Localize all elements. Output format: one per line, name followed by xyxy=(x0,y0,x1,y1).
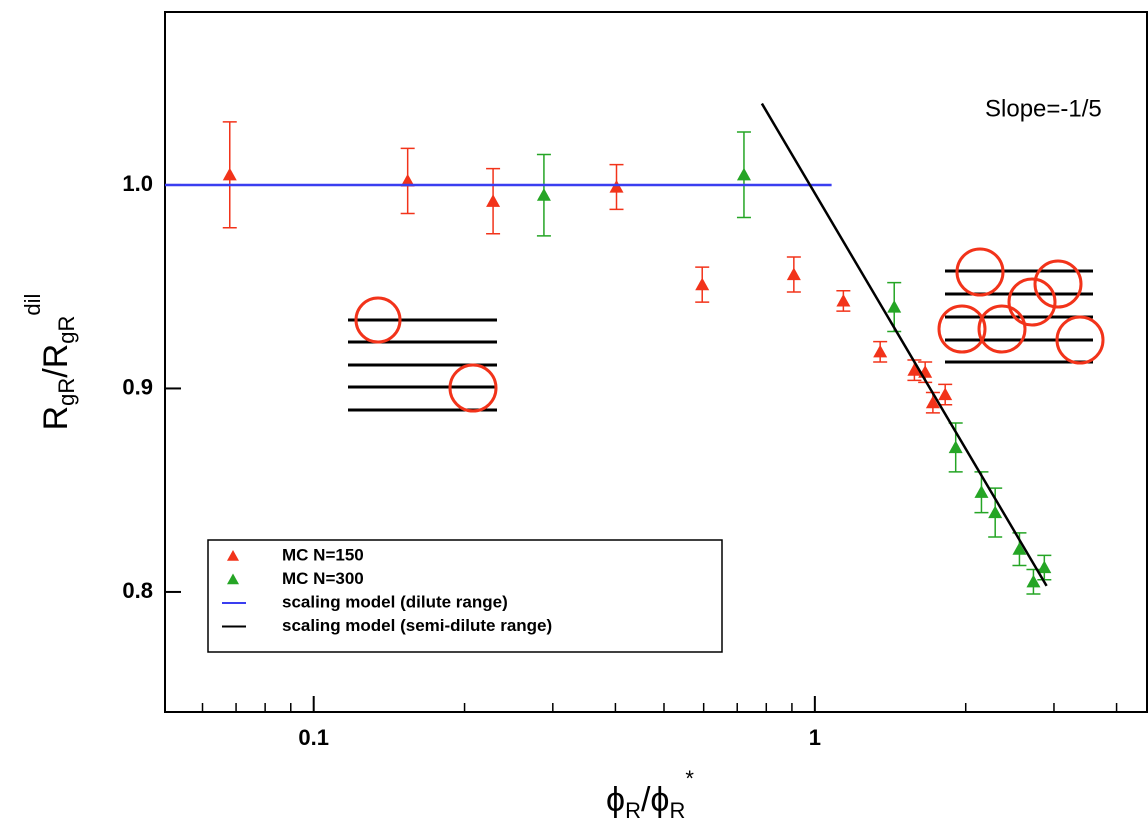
y-tick-label: 1.0 xyxy=(122,171,153,196)
marker xyxy=(222,167,237,181)
label-part: /R xyxy=(37,344,75,378)
label-part: gR xyxy=(54,316,79,344)
marker xyxy=(1026,574,1041,588)
y-tick-label: 0.8 xyxy=(122,578,153,603)
label-part: gR xyxy=(54,378,79,406)
legend-label: scaling model (semi-dilute range) xyxy=(282,616,552,635)
plot-frame xyxy=(164,11,1148,713)
x-axis-label: ϕR/ϕR* xyxy=(606,766,694,823)
x-tick-label: 1 xyxy=(809,725,821,750)
marker xyxy=(1012,542,1027,555)
legend-box xyxy=(207,539,723,653)
marker xyxy=(695,277,710,291)
marker xyxy=(974,485,989,498)
label-part: dil xyxy=(20,294,45,316)
y-axis-label: RgR/RgR dil xyxy=(20,294,79,431)
label-part: R xyxy=(625,798,641,823)
marker xyxy=(887,300,902,313)
marker xyxy=(609,180,624,193)
marker xyxy=(486,194,501,207)
annotation: Slope=-1/5 xyxy=(985,95,1102,122)
marker xyxy=(907,363,922,376)
marker xyxy=(988,505,1003,519)
marker xyxy=(873,344,888,358)
marker xyxy=(400,173,415,187)
legend-label: MC N=150 xyxy=(282,545,364,564)
y-tick-label: 0.9 xyxy=(122,374,153,399)
legend-marker xyxy=(227,573,239,585)
marker xyxy=(536,188,551,201)
x-tick-label: 0.1 xyxy=(298,725,329,750)
legend-label: scaling model (dilute range) xyxy=(282,592,508,611)
label-part: ϕ xyxy=(606,781,625,819)
legend-label: MC N=300 xyxy=(282,569,364,588)
marker xyxy=(736,167,751,181)
illustration-left xyxy=(348,296,498,413)
marker xyxy=(948,440,963,454)
marker xyxy=(1037,560,1052,574)
marker xyxy=(938,387,953,401)
marker xyxy=(925,395,940,409)
model-line xyxy=(760,102,1048,587)
legend-marker xyxy=(227,550,239,561)
label-part: /ϕ xyxy=(641,781,670,819)
illustration-right xyxy=(937,247,1105,365)
marker xyxy=(836,293,851,307)
label-part: * xyxy=(685,766,694,791)
marker xyxy=(786,267,801,281)
label-part: R xyxy=(37,406,75,431)
label-part: R xyxy=(669,798,685,823)
